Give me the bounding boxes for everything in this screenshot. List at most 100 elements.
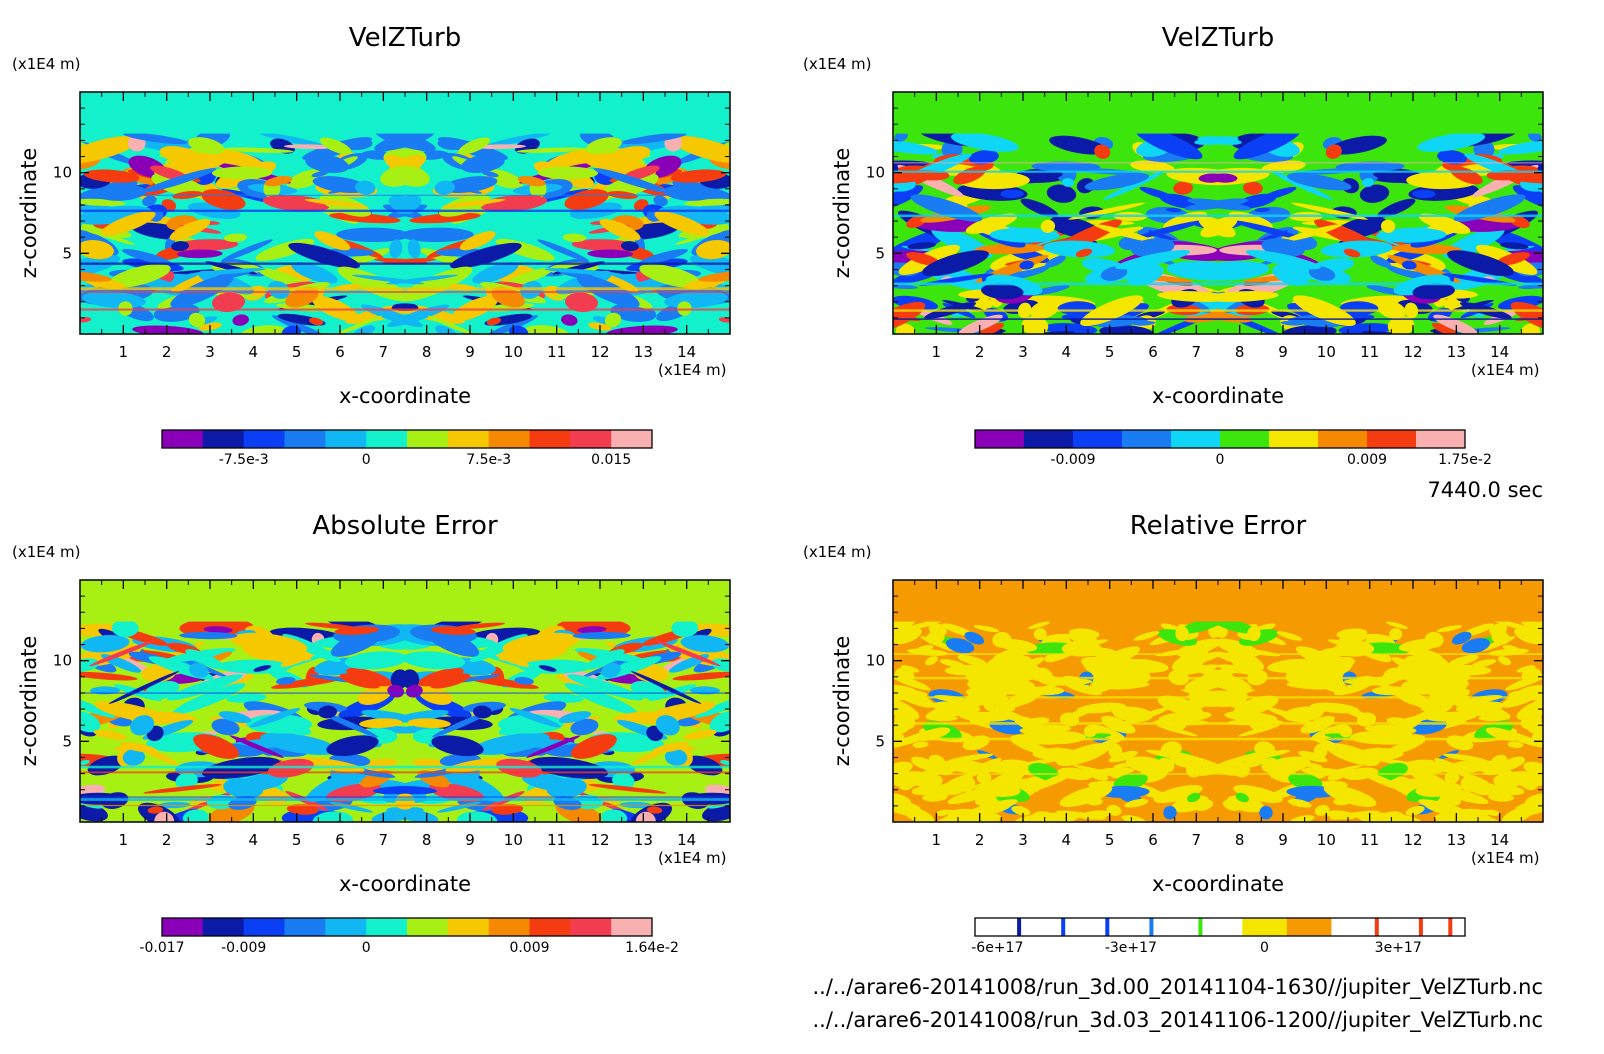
- x-tick-label: 2: [975, 343, 985, 361]
- contour-blob: [675, 229, 721, 245]
- colorbar-swatch: [1197, 918, 1243, 936]
- contour-blob: [1389, 628, 1403, 641]
- contour-blob: [567, 674, 644, 701]
- contour-blob: [223, 778, 264, 799]
- contour-blob: [142, 195, 157, 207]
- contour-blob: [276, 676, 296, 685]
- contour-blob: [80, 671, 138, 681]
- contour-blob: [222, 147, 294, 153]
- contour-blob: [935, 781, 969, 796]
- colorbar-level-line: [1198, 918, 1203, 936]
- contour-blob: [1272, 263, 1310, 286]
- contour-blob: [1211, 173, 1238, 183]
- contour-blob: [572, 631, 631, 640]
- contour-blob: [959, 711, 1011, 722]
- contour-blob: [1398, 638, 1440, 652]
- contour-blob: [400, 227, 474, 243]
- contour-blob: [526, 735, 581, 758]
- contour-blob: [1238, 724, 1281, 737]
- contour-blob: [601, 662, 621, 678]
- contour-blob: [588, 784, 667, 794]
- contour-blob: [1338, 724, 1353, 738]
- panel-title: VelZTurb: [1162, 23, 1274, 53]
- x-tick-label: 5: [1105, 343, 1115, 361]
- colorbar-frame: [974, 429, 1466, 449]
- x-tick-label: 5: [292, 831, 302, 849]
- contour-blob: [593, 168, 669, 193]
- contour-blob: [514, 676, 534, 685]
- contour-blob: [1065, 682, 1102, 696]
- contour-blob: [259, 132, 324, 147]
- contour-blob: [288, 242, 361, 269]
- contour-blob: [175, 772, 198, 790]
- contour-blob: [907, 242, 936, 250]
- x-axis-label: x-coordinate: [339, 384, 471, 408]
- colorbar-level-line: [1149, 918, 1154, 936]
- colorbar-swatch: [1416, 430, 1466, 448]
- contour-blob: [1133, 220, 1204, 240]
- contour-blob: [1209, 764, 1236, 773]
- contour-blob: [900, 665, 920, 673]
- contour-blob: [604, 312, 622, 328]
- contour-blob: [1200, 216, 1238, 238]
- contour-blob: [1496, 252, 1530, 266]
- contour-blob: [389, 239, 403, 259]
- contour-blob: [1282, 224, 1342, 242]
- x-tick-label: 11: [1360, 343, 1379, 361]
- colorbar-tick-label: -0.009: [221, 940, 266, 956]
- contour-blob: [1451, 631, 1472, 645]
- x-tick-label: 7: [379, 343, 389, 361]
- y-axis-label: z-coordinate: [17, 148, 41, 279]
- contour-blob: [502, 632, 579, 655]
- contour-blob: [1115, 249, 1191, 270]
- contour-blob: [89, 686, 121, 695]
- contour-blob: [1334, 682, 1371, 696]
- contour-blob: [1040, 219, 1056, 233]
- colorbar-swatch: [447, 430, 490, 448]
- contour-blob: [482, 171, 499, 178]
- contour-blob: [83, 169, 140, 183]
- y-tick-label: 5: [62, 732, 72, 750]
- contour-blob: [978, 764, 1010, 774]
- contour-blob: [427, 686, 443, 703]
- contour-blob: [912, 741, 929, 748]
- contour-blob: [80, 692, 116, 718]
- x-unit-label: (x1E4 m): [658, 849, 727, 867]
- contour-blob: [445, 757, 510, 773]
- contour-blob: [945, 638, 975, 654]
- x-tick-label: 4: [249, 831, 259, 849]
- panel-title: Relative Error: [1130, 511, 1307, 541]
- contour-blob: [456, 811, 498, 822]
- contour-blob: [1294, 761, 1323, 769]
- contour-blob: [407, 718, 451, 729]
- colorbar-swatch: [284, 918, 326, 936]
- colorbar-swatch: [975, 918, 1020, 936]
- contour-blob: [1301, 767, 1342, 775]
- contour-blob: [1431, 690, 1455, 708]
- contour-blob: [1235, 792, 1249, 803]
- contour-blob: [917, 645, 934, 652]
- contour-blob: [291, 262, 338, 284]
- contour-blob: [1245, 753, 1267, 768]
- colorbar-swatch: [1331, 918, 1377, 936]
- colorbar-swatch: [447, 918, 490, 936]
- contour-blob: [1042, 678, 1093, 686]
- colorbar: -0.017 -0.009 0 0.009 1.64e-2: [139, 917, 679, 956]
- contour-blob: [544, 268, 623, 276]
- contour-blob: [352, 325, 375, 334]
- contour-blob: [193, 734, 240, 759]
- x-tick-label: 8: [422, 831, 432, 849]
- contour-blob: [562, 233, 587, 242]
- contour-blob: [80, 239, 114, 260]
- contour-blob: [1261, 160, 1306, 174]
- contour-blob: [1272, 171, 1333, 200]
- contour-blob: [339, 673, 380, 689]
- contour-blob: [229, 735, 284, 758]
- contour-blob: [120, 742, 158, 753]
- x-tick-label: 2: [162, 343, 172, 361]
- colorbar-swatch: [1073, 430, 1123, 448]
- contour-blob: [612, 772, 635, 790]
- contour-blob: [670, 169, 727, 183]
